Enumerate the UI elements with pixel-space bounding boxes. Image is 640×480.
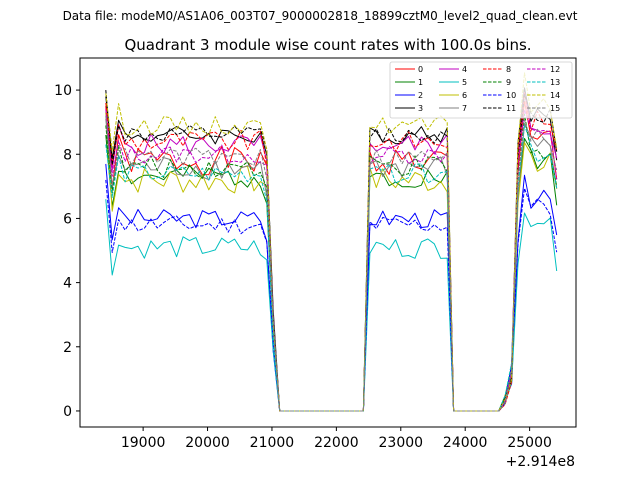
y-tick-label: 8 <box>63 147 72 163</box>
x-tick-label: 21000 <box>250 435 295 451</box>
legend-label-5: 5 <box>462 78 467 87</box>
x-tick-label: 25000 <box>507 435 552 451</box>
legend-frame <box>389 61 573 119</box>
series-line-15 <box>105 115 558 412</box>
legend-label-8: 8 <box>506 65 511 74</box>
series-layer <box>105 72 558 412</box>
legend-label-10: 10 <box>506 91 516 100</box>
legend-label-12: 12 <box>550 65 560 74</box>
y-axis: 0 2 4 6 8 10 <box>54 83 80 420</box>
plot-area: 19000 20000 21000 22000 23000 24000 25000 0 2 4 6… <box>54 57 577 451</box>
legend-label-9: 9 <box>506 78 511 87</box>
legend-label-11: 11 <box>506 104 516 113</box>
legend-label-6: 6 <box>462 91 467 100</box>
legend-label-0: 0 <box>418 65 423 74</box>
y-tick-label: 10 <box>54 83 72 99</box>
legend-label-15: 15 <box>550 104 560 113</box>
axes-frame <box>79 57 577 428</box>
y-tick-label: 0 <box>63 404 72 420</box>
legend-label-7: 7 <box>462 104 467 113</box>
x-tick-label: 23000 <box>379 435 424 451</box>
legend-label-14: 14 <box>550 91 560 100</box>
x-axis: 19000 20000 21000 22000 23000 24000 25000 <box>121 427 552 451</box>
y-tick-label: 4 <box>63 276 72 292</box>
x-tick-label: 22000 <box>314 435 359 451</box>
suptitle: Data file: modeM0/AS1A06_003T07_90000028… <box>63 9 578 23</box>
legend-label-4: 4 <box>462 65 467 74</box>
x-tick-label: 20000 <box>185 435 230 451</box>
x-offset-label: +2.914e8 <box>506 454 575 470</box>
y-tick-label: 6 <box>63 211 72 227</box>
legend-label-3: 3 <box>418 104 423 113</box>
legend-label-2: 2 <box>418 91 423 100</box>
y-tick-label: 2 <box>63 340 72 356</box>
x-tick-label: 24000 <box>443 435 488 451</box>
legend-label-1: 1 <box>418 78 423 87</box>
chart-title: Quadrant 3 module wise count rates with … <box>124 36 531 54</box>
legend-label-13: 13 <box>550 78 560 87</box>
x-tick-label: 19000 <box>121 435 166 451</box>
